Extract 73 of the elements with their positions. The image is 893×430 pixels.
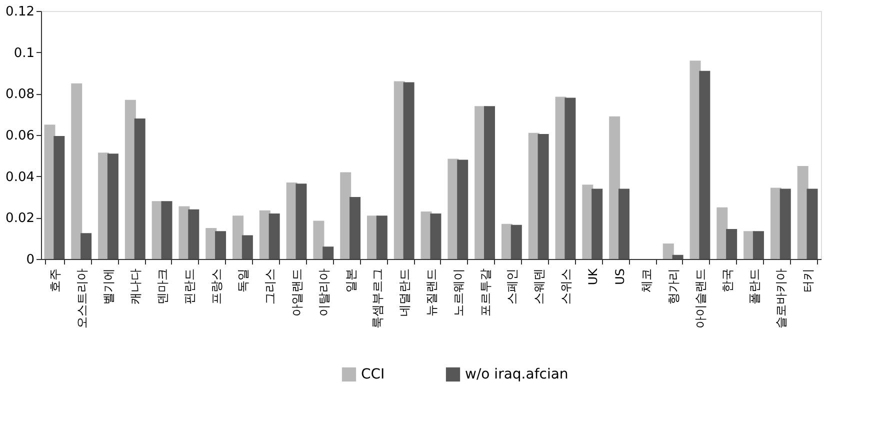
x-tick-label: 포르투갈	[478, 268, 492, 316]
x-tick-label: 헝가리	[666, 268, 681, 304]
x-tick-label: 이탈리아	[316, 268, 331, 316]
x-tick-label: 스페인	[505, 268, 520, 304]
x-tick-label: 아일랜드	[290, 268, 304, 316]
x-tick-label: 오스트리아	[74, 268, 89, 328]
bar	[296, 184, 307, 259]
bar	[510, 224, 522, 259]
bar	[107, 154, 118, 259]
bar	[268, 214, 280, 259]
x-tick-label: 스위스	[558, 268, 573, 304]
x-tick-label: 스웨덴	[532, 268, 546, 304]
x-tick-label: 한국	[720, 268, 734, 292]
bar	[350, 197, 361, 259]
y-tick-label: 0.08	[6, 87, 34, 102]
legend-label: CCI	[361, 366, 385, 382]
bar	[54, 136, 65, 259]
y-tick-label: 0.06	[6, 128, 34, 144]
y-tick-label: 0	[26, 252, 34, 268]
bar	[609, 116, 620, 259]
bar	[564, 98, 576, 259]
bar	[232, 216, 244, 259]
x-tick-label: 덴마크	[156, 268, 170, 304]
bar	[134, 118, 146, 259]
y-tick-label: 0.02	[6, 211, 34, 226]
bar	[313, 220, 324, 259]
bar	[188, 209, 200, 259]
bar	[161, 201, 172, 259]
bar	[672, 254, 684, 259]
x-tick-label: 네덜란드	[398, 268, 412, 316]
x-tick-label: 프랑스	[209, 268, 224, 304]
x-tick-label: 슬로바키아	[774, 268, 788, 328]
bar	[699, 70, 710, 259]
bar	[780, 188, 791, 259]
bar	[80, 233, 92, 259]
bar	[716, 207, 728, 259]
x-tick-label: 터키	[801, 268, 816, 292]
x-tick-label: 벨기에	[102, 268, 116, 304]
bar	[538, 134, 549, 259]
x-tick-label: 독일	[236, 268, 250, 292]
bar	[215, 231, 226, 259]
y-tick-label: 0.1	[14, 46, 34, 61]
x-tick-label: 그리스	[263, 268, 278, 304]
x-tick-label: 핀란드	[182, 268, 196, 304]
bar	[662, 244, 674, 259]
bar	[322, 246, 334, 259]
bar	[752, 231, 764, 259]
bar	[340, 172, 352, 259]
x-tick-label: 아이슬랜드	[693, 268, 708, 328]
bar	[376, 216, 388, 259]
bar	[806, 188, 818, 259]
legend-label: w/o iraq.afcian	[465, 366, 568, 382]
x-tick-label: 일본	[344, 268, 358, 292]
x-tick-label: 체코	[640, 268, 654, 292]
x-tick-label: 노르웨이	[451, 268, 466, 316]
y-tick-label: 0.12	[6, 4, 34, 20]
x-tick-label: 폴란드	[747, 268, 762, 304]
bar	[618, 188, 630, 259]
x-tick-label: 호주	[48, 268, 62, 292]
bar	[726, 229, 738, 259]
x-tick-label: 뉴질랜드	[424, 268, 438, 316]
bar	[457, 160, 468, 259]
bar	[430, 214, 442, 259]
bar	[242, 235, 253, 259]
bar	[403, 82, 414, 259]
x-tick-label: 캐나다	[128, 268, 143, 304]
bar	[592, 188, 603, 259]
y-tick-label: 0.04	[6, 170, 34, 185]
x-tick-label: UK	[586, 267, 600, 286]
bar	[71, 83, 82, 259]
x-tick-label: US	[612, 268, 627, 285]
x-tick-label: 룩셈부르그	[370, 268, 385, 328]
bar	[484, 106, 495, 259]
